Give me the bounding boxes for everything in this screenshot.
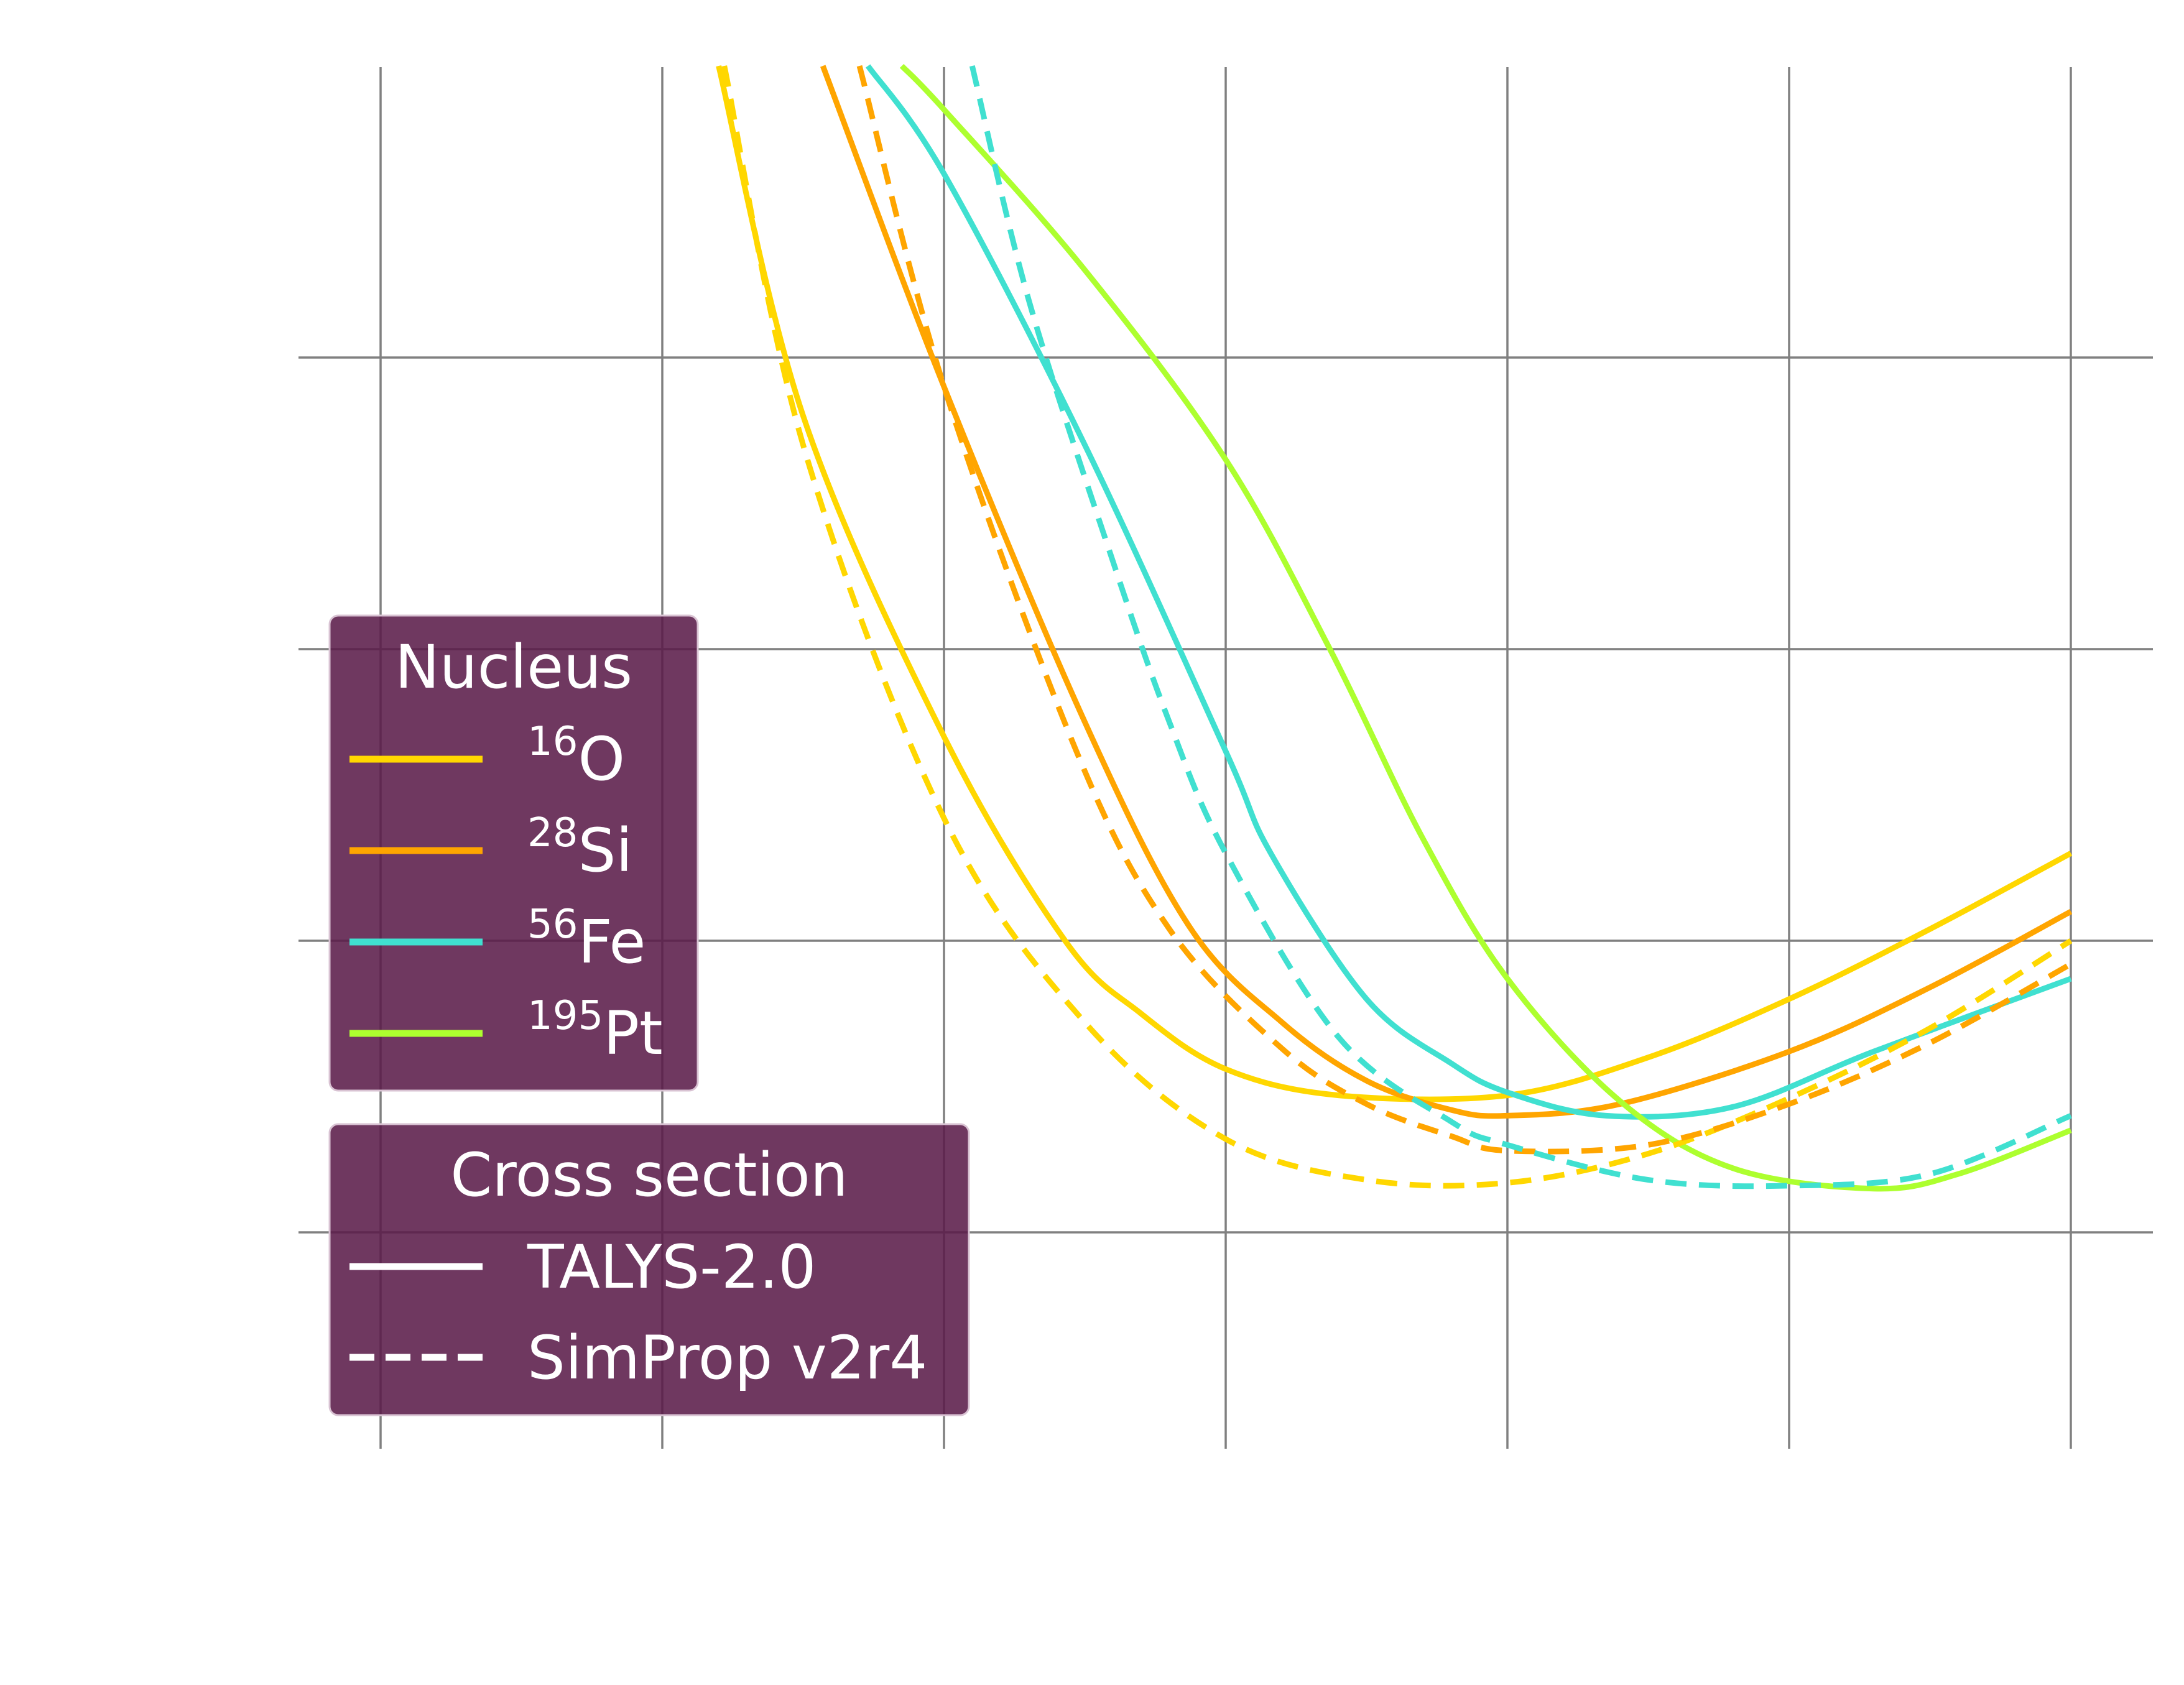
- curve-28si-simprop: [856, 65, 2073, 1155]
- curve-56fe-simprop: [969, 65, 2072, 1189]
- legend-label-195pt: 195Pt: [527, 993, 663, 1068]
- legend-nucleus-box: [328, 614, 699, 1092]
- curve-16o-talys: [716, 65, 2073, 1102]
- data-curves: [716, 63, 2073, 1192]
- legend-nucleus: Nucleus 16O 28Si 56Fe 195Pt: [328, 614, 699, 1092]
- grid: [298, 67, 2153, 1449]
- curve-56fe-talys: [866, 64, 2072, 1120]
- legend-cross-section-title: Cross section: [450, 1140, 848, 1210]
- legend-label-16o: 16O: [527, 719, 625, 794]
- legend-label-56fe: 56Fe: [527, 902, 645, 977]
- legend-label-28si: 28Si: [527, 810, 632, 885]
- legend-nucleus-title: Nucleus: [395, 632, 632, 702]
- curve-16o-simprop: [721, 65, 2073, 1189]
- curve-195pt-talys: [899, 63, 2072, 1192]
- legend-cross-section: Cross section TALYS-2.0 SimProp v2r4: [328, 1123, 970, 1416]
- legend-label-talys: TALYS-2.0: [527, 1232, 816, 1302]
- legend-cross-section-box: [328, 1123, 970, 1416]
- curve-28si-talys: [820, 65, 2073, 1119]
- legend-label-simprop: SimProp v2r4: [527, 1323, 927, 1393]
